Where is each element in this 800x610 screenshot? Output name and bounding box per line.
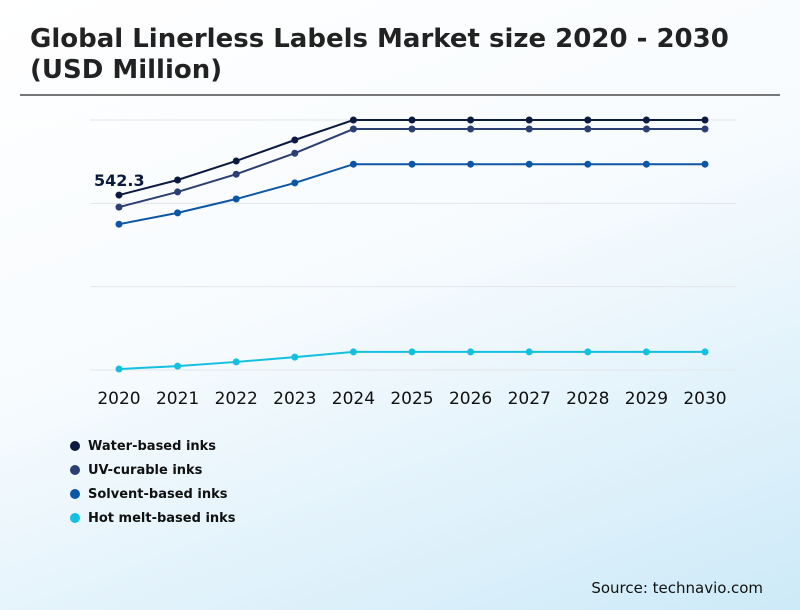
x-tick-label: 2028: [566, 389, 609, 409]
data-point: [467, 116, 475, 124]
data-point: [467, 160, 475, 168]
data-point: [642, 348, 650, 356]
legend-marker: [70, 441, 80, 451]
title-divider: [20, 94, 780, 96]
legend-label: Solvent-based inks: [88, 486, 228, 502]
data-point: [467, 348, 475, 356]
data-point: [349, 348, 357, 356]
data-point: [174, 209, 182, 217]
data-point: [291, 353, 299, 361]
data-point: [525, 125, 533, 133]
data-point: [115, 191, 123, 199]
x-tick-label: 2020: [97, 389, 140, 409]
series-line-2: [118, 163, 705, 226]
data-point: [232, 157, 240, 165]
legend-label: Water-based inks: [88, 438, 217, 454]
legend-item: UV-curable inks: [70, 458, 236, 482]
chart-title: Global Linerless Labels Market size 2020…: [30, 24, 729, 85]
data-point: [408, 116, 416, 124]
data-point: [174, 362, 182, 370]
data-point: [525, 348, 533, 356]
data-point: [232, 195, 240, 203]
data-point: [408, 348, 416, 356]
legend-marker: [70, 465, 80, 475]
data-point: [349, 116, 357, 124]
data-point: [232, 170, 240, 178]
legend-item: Solvent-based inks: [70, 482, 236, 506]
data-point: [525, 116, 533, 124]
data-point: [467, 125, 475, 133]
x-tick-label: 2030: [683, 389, 726, 409]
data-point: [584, 160, 592, 168]
data-point: [115, 203, 123, 211]
x-tick-label: 2023: [273, 389, 316, 409]
data-point: [642, 116, 650, 124]
data-point: [701, 348, 709, 356]
data-point: [701, 116, 709, 124]
x-tick-label: 2022: [215, 389, 258, 409]
series-line-1: [118, 128, 705, 209]
data-point: [174, 188, 182, 196]
x-tick-label: 2021: [156, 389, 199, 409]
data-point: [408, 125, 416, 133]
legend-item: Water-based inks: [70, 434, 236, 458]
legend-item: Hot melt-based inks: [70, 506, 236, 530]
legend-marker: [70, 489, 80, 499]
data-point: [584, 348, 592, 356]
data-label: 542.3: [94, 171, 145, 190]
legend-label: UV-curable inks: [88, 462, 203, 478]
data-point: [349, 125, 357, 133]
data-point: [349, 160, 357, 168]
x-tick-label: 2029: [625, 389, 668, 409]
data-point: [408, 160, 416, 168]
data-point: [232, 358, 240, 366]
data-point: [291, 149, 299, 157]
x-tick-label: 2026: [449, 389, 492, 409]
data-point: [701, 160, 709, 168]
source-text: Source: technavio.com: [591, 579, 763, 597]
data-point: [584, 116, 592, 124]
x-tick-label: 2027: [508, 389, 551, 409]
data-point: [115, 365, 123, 373]
legend-marker: [70, 513, 80, 523]
data-point: [115, 220, 123, 228]
data-point: [174, 176, 182, 184]
data-point: [525, 160, 533, 168]
x-tick-label: 2024: [332, 389, 375, 409]
data-point: [701, 125, 709, 133]
legend-label: Hot melt-based inks: [88, 510, 236, 526]
data-point: [642, 160, 650, 168]
legend: Water-based inks UV-curable inks Solvent-b…: [70, 434, 236, 530]
data-point: [642, 125, 650, 133]
data-point: [291, 136, 299, 144]
data-point: [291, 179, 299, 187]
data-point: [584, 125, 592, 133]
x-tick-label: 2025: [390, 389, 433, 409]
